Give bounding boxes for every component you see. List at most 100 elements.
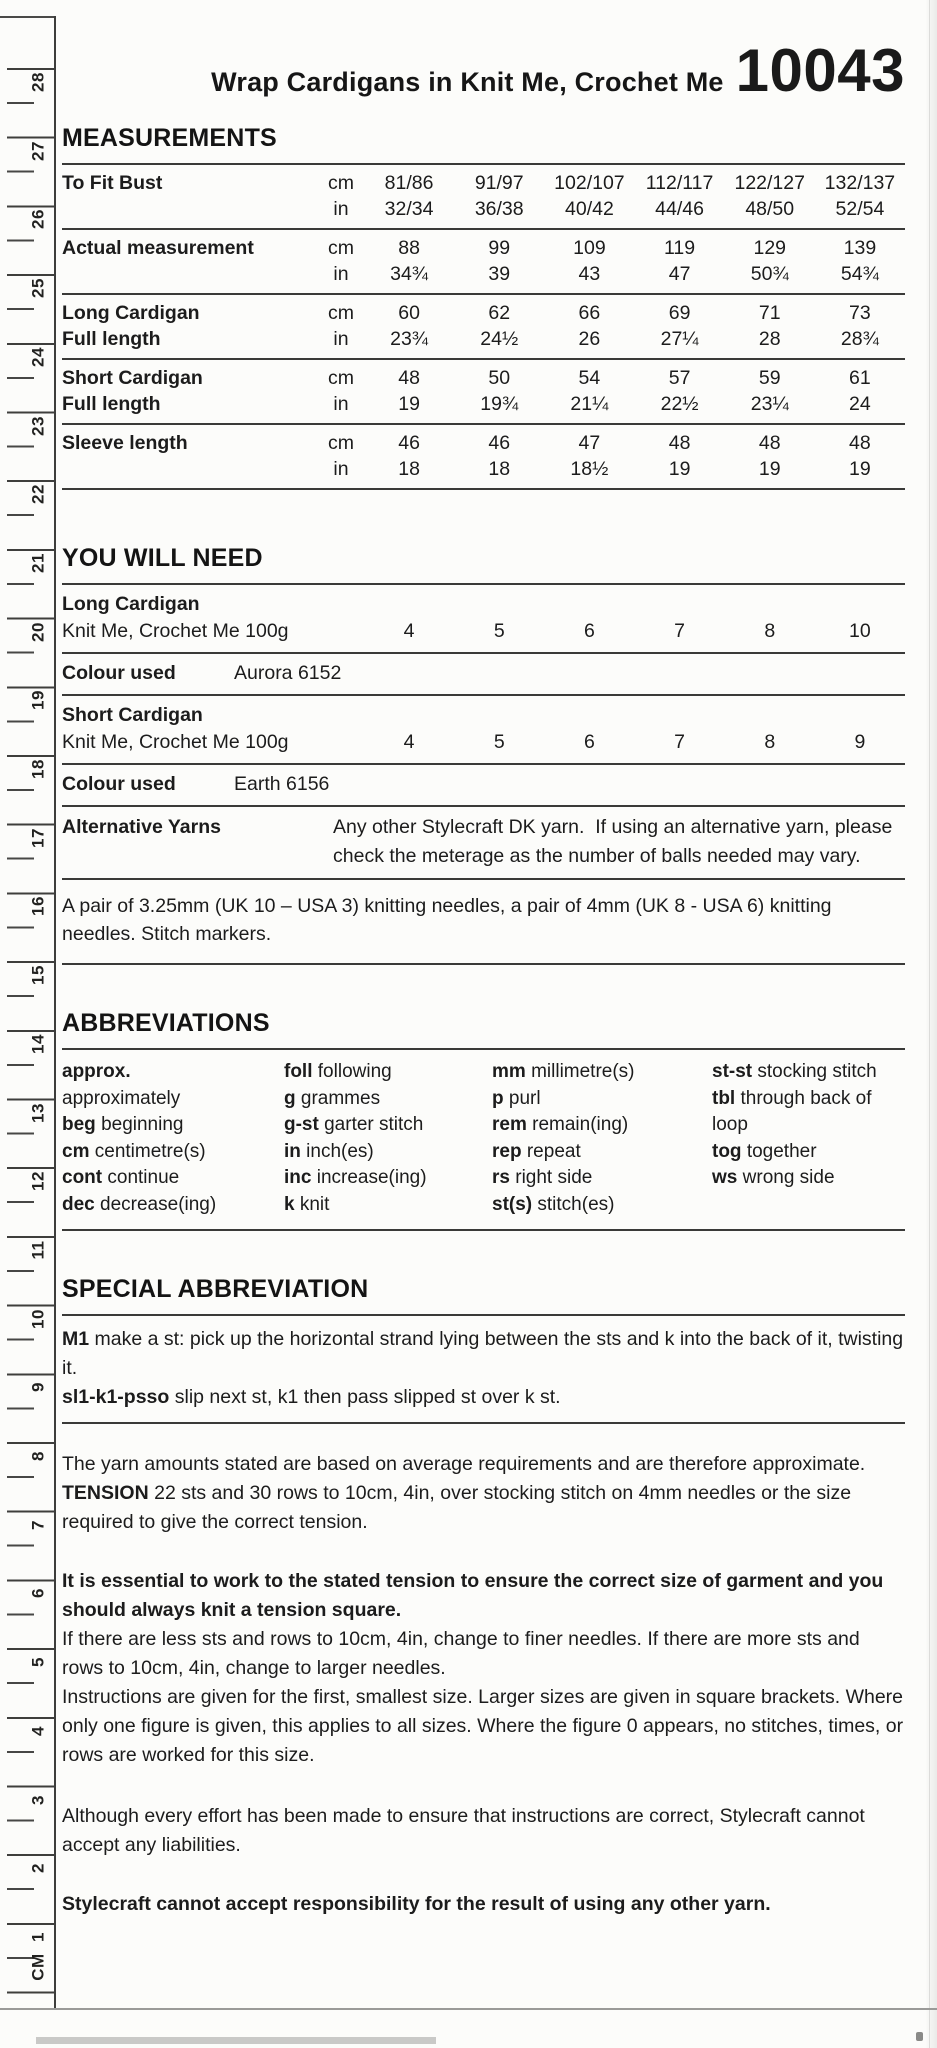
value-cm: 48: [668, 432, 691, 454]
value-cm: 48: [398, 367, 420, 389]
needles-block: A pair of 3.25mm (UK 10 – USA 3) knittin…: [62, 878, 905, 965]
size-column: 119 47: [634, 235, 724, 287]
scan-edge-line: [929, 0, 930, 2048]
abbr-def: decrease(ing): [100, 1193, 217, 1215]
abbr-term: ws: [712, 1167, 738, 1188]
value-in: 54¾: [840, 263, 879, 285]
tension-note: TENSION 22 sts and 30 rows to 10cm, 4in,…: [62, 1479, 905, 1537]
ruler-number: 27: [28, 140, 48, 161]
size-column: 48 19: [725, 430, 815, 482]
value-in: 23¼: [750, 393, 789, 415]
ruler-number: 21: [28, 552, 48, 573]
abbreviation-item: dec decrease(ing): [62, 1192, 284, 1219]
ruler-number: 24: [28, 346, 48, 367]
ruler-number: 1: [28, 1932, 48, 1942]
unit-in: in: [333, 198, 349, 220]
abbr-def: increase(ing): [316, 1167, 427, 1188]
abbr-term: rem: [492, 1114, 527, 1135]
long-cardigan-yarn-block: Long Cardigan Knit Me, Crochet Me 100g 4…: [62, 583, 905, 652]
value-cm: 139: [843, 237, 877, 259]
alternative-yarns-block: Alternative Yarns Any other Stylecraft D…: [62, 805, 905, 878]
abbreviation-item: mm millimetre(s): [492, 1059, 712, 1086]
long-colour-block: Colour used Aurora 6152: [62, 652, 905, 694]
abbreviations-column-1: approx. approximately beg beginning cm ce…: [62, 1059, 284, 1218]
value-cm: 99: [488, 237, 511, 259]
sizes-instructions-text: Instructions are given for the first, sm…: [62, 1686, 904, 1766]
abbreviation-item: beg beginning: [62, 1112, 284, 1139]
scan-artifact-speck: [916, 2032, 923, 2041]
ball-count: 4: [403, 731, 415, 753]
value-in: 27¼: [660, 328, 699, 350]
size-column: 57 22½: [634, 365, 724, 417]
value-in: 39: [488, 263, 511, 285]
size-column: 59 23¼: [725, 365, 815, 417]
ruler-number: 19: [28, 690, 48, 711]
ball-count: 8: [764, 731, 776, 753]
size-column: 60 23¾: [364, 300, 454, 352]
abbreviation-item: rem remain(ing): [492, 1112, 712, 1139]
pattern-page: Wrap Cardigans in Knit Me, Crochet Me 10…: [62, 40, 905, 1919]
abbr-def: repeat: [526, 1140, 581, 1162]
measurement-units: cm in: [318, 170, 364, 222]
special-abbreviation-heading: SPECIAL ABBREVIATION: [62, 1275, 369, 1303]
value-cm: 47: [578, 432, 601, 454]
abbreviation-item: tbl through back of loop: [712, 1086, 905, 1139]
value-in: 18½: [570, 458, 609, 480]
value-cm: 132/137: [824, 172, 896, 194]
ruler-labels: 28 27 26 25 24 23 22 21 20 19 18 17 16 1…: [25, 70, 52, 1949]
ball-count: 6: [583, 731, 595, 753]
scan-edge-shadow: [925, 0, 937, 2048]
size-column: 46 18: [454, 430, 544, 482]
ruler-number: 14: [28, 1033, 48, 1054]
ruler-top-line: [0, 16, 56, 18]
value-cm: 81/86: [384, 172, 434, 194]
short-cardigan-yarn-block: Short Cardigan Knit Me, Crochet Me 100g …: [62, 694, 905, 763]
value-cm: 61: [849, 367, 871, 389]
ruler-number: 20: [28, 621, 48, 642]
abbreviation-item: inc increase(ing): [284, 1165, 492, 1192]
row-label: Sleeve length: [62, 432, 188, 454]
value-in: 24½: [480, 328, 519, 350]
abbr-def: following: [317, 1061, 392, 1082]
table-row: Long Cardigan Full length cm in 60 23¾ 62…: [62, 293, 905, 358]
ruler-edge-line: [54, 16, 56, 2010]
abbr-term: beg: [62, 1114, 96, 1135]
value-cm: 50: [488, 367, 511, 389]
ball-count: 6: [583, 620, 595, 642]
short-cardigan-balls-row: Knit Me, Crochet Me 100g 4 5 6 7 8 9: [62, 729, 905, 756]
abbr-term: st-st: [712, 1061, 753, 1082]
value-in: 34¾: [390, 263, 429, 285]
size-column: 61 24: [815, 365, 905, 417]
measurement-units: cm in: [318, 430, 364, 482]
value-in: 24: [849, 393, 871, 415]
value-cm: 59: [758, 367, 781, 389]
abbreviation-item: rep repeat: [492, 1139, 712, 1166]
long-cardigan-title: Long Cardigan: [62, 593, 200, 615]
value-in: 19: [398, 393, 420, 415]
abbr-term: tbl: [712, 1087, 736, 1109]
short-cardigan-title: Short Cardigan: [62, 704, 203, 726]
ruler-number: 5: [28, 1657, 48, 1668]
psso-definition: sl1-k1-psso slip next st, k1 then pass s…: [62, 1383, 905, 1412]
size-column: 129 50¾: [725, 235, 815, 287]
row-label: Long Cardigan: [62, 302, 200, 324]
ruler-unit-label: CM: [28, 1953, 48, 1981]
cm-ruler: 28 27 26 25 24 23 22 21 20 19 18 17 16 1…: [0, 0, 58, 2048]
ruler-number: 10: [28, 1308, 48, 1329]
abbr-def: continue: [107, 1167, 180, 1188]
value-in: 19: [668, 458, 691, 480]
ball-count: 8: [764, 620, 776, 642]
abbr-def: inch(es): [306, 1140, 374, 1162]
abbr-def: stitch(es): [537, 1193, 615, 1215]
value-in: 19: [849, 458, 871, 480]
value-cm: 88: [398, 237, 420, 259]
yarn-amounts-note: The yarn amounts stated are based on ave…: [62, 1450, 905, 1537]
abbr-def: centimetre(s): [94, 1140, 206, 1162]
size-column: 46 18: [364, 430, 454, 482]
size-column: 62 24½: [454, 300, 544, 352]
value-in: 32/34: [384, 198, 434, 220]
size-column: 88 34¾: [364, 235, 454, 287]
value-in: 28: [758, 328, 781, 350]
value-cm: 73: [849, 302, 871, 324]
liability-note: Although every effort has been made to e…: [62, 1805, 865, 1856]
